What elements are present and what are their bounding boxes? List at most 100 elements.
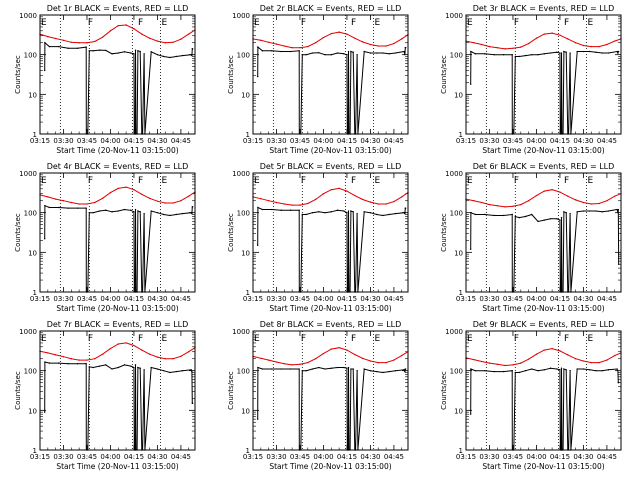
x-tick-label: 04:15 <box>550 453 570 461</box>
events-point <box>514 215 517 218</box>
events-point <box>616 208 618 211</box>
series-events-line <box>470 367 619 451</box>
lld-point <box>330 348 332 350</box>
events-point <box>404 370 406 373</box>
region-label: E <box>161 18 167 28</box>
lld-point <box>369 360 372 362</box>
panel-title: Det 3r BLACK = Events, RED = LLD <box>473 4 615 13</box>
x-tick-label: 03:15 <box>456 137 476 145</box>
lld-point <box>559 34 561 36</box>
lld-point <box>180 355 182 358</box>
events-point <box>375 52 378 54</box>
x-axis-label: Start Time (20-Nov-11 03:15:00) <box>269 146 391 155</box>
events-point <box>576 50 578 53</box>
events-point <box>336 52 339 54</box>
lld-point <box>172 202 174 204</box>
lld-point <box>614 354 616 357</box>
events-point <box>502 370 505 373</box>
x-tick-label: 04:15 <box>550 137 570 145</box>
events-point <box>289 209 292 211</box>
events-point <box>556 51 558 53</box>
x-tick-label: 04:45 <box>384 137 404 145</box>
lld-point <box>299 363 301 365</box>
region-label: F <box>514 18 519 28</box>
lld-point <box>291 364 293 366</box>
x-tick-label: 04:00 <box>313 137 333 145</box>
events-point <box>181 54 184 57</box>
lld-point <box>291 204 293 206</box>
events-point <box>318 366 320 369</box>
x-tick-label: 04:45 <box>171 453 191 461</box>
lld-point <box>156 200 159 202</box>
plot-frame <box>465 14 622 135</box>
events-point <box>565 51 567 53</box>
lld-point <box>527 358 530 360</box>
series-lld-line <box>252 31 409 49</box>
panel-title: Det 5r BLACK = Events, RED = LLD <box>260 162 402 171</box>
events-point <box>569 369 571 372</box>
events-point <box>347 366 350 369</box>
x-axis-label: Start Time (20-Nov-11 03:15:00) <box>482 146 604 155</box>
lld-point <box>283 45 286 47</box>
lld-point <box>598 361 600 364</box>
x-tick-label: 03:15 <box>30 137 50 145</box>
lld-point <box>559 191 561 193</box>
events-point <box>543 219 545 221</box>
events-point <box>88 50 91 52</box>
region-label: F <box>351 176 356 186</box>
events-point <box>48 206 51 209</box>
events-point <box>134 49 137 51</box>
events-point <box>484 53 486 55</box>
lld-point <box>54 354 57 356</box>
lld-point <box>574 199 577 201</box>
lld-point <box>338 31 340 33</box>
region-label: E <box>587 334 593 344</box>
lld-point <box>164 202 166 204</box>
events-point <box>394 52 397 54</box>
events-point <box>617 208 620 211</box>
x-tick-label: 03:30 <box>53 137 73 145</box>
events-point <box>559 52 561 54</box>
events-point <box>76 362 79 365</box>
lld-point <box>267 41 270 44</box>
lld-point <box>354 353 356 356</box>
y-tick-label: 100 <box>237 52 250 60</box>
lld-point <box>94 40 96 43</box>
events-point <box>565 211 567 214</box>
region-label: E <box>374 176 380 186</box>
lld-point <box>527 200 530 202</box>
x-axis-label: Start Time (20-Nov-11 03:15:00) <box>482 462 604 471</box>
lld-point <box>109 191 112 194</box>
x-tick-label: 04:15 <box>550 295 570 303</box>
x-tick-label: 04:30 <box>360 453 380 461</box>
y-tick-label: 1 <box>33 447 37 455</box>
y-tick-label: 100 <box>24 52 37 60</box>
events-point <box>514 371 517 374</box>
y-tick-label: 10 <box>28 249 37 257</box>
events-point <box>150 51 152 53</box>
lld-point <box>369 201 372 203</box>
x-tick-label: 03:30 <box>266 453 286 461</box>
events-point <box>352 211 354 213</box>
region-label: E <box>467 334 473 344</box>
events-point <box>58 45 60 48</box>
events-point <box>607 52 610 54</box>
events-point <box>130 365 132 367</box>
events-point <box>271 368 273 370</box>
events-point <box>191 54 193 57</box>
lld-point <box>574 42 577 44</box>
events-point <box>356 369 358 372</box>
lld-point <box>283 203 286 205</box>
events-point <box>261 208 264 211</box>
y-axis-label: Counts/sec <box>14 55 22 94</box>
lld-point <box>504 48 506 50</box>
lld-point <box>574 358 577 360</box>
events-point <box>43 238 46 240</box>
lld-point <box>527 42 530 45</box>
events-point <box>289 368 292 370</box>
x-tick-label: 03:30 <box>479 137 499 145</box>
plot-frame <box>252 172 409 293</box>
region-label: F <box>88 334 93 344</box>
events-point <box>123 364 126 366</box>
